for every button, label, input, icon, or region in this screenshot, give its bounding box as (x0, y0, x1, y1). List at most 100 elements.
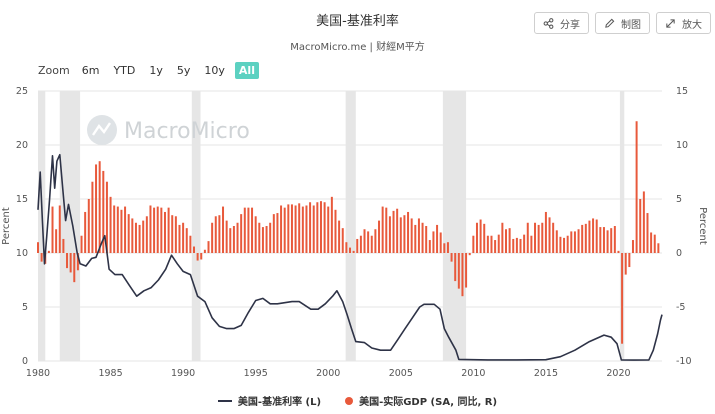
gdp-bar (232, 226, 235, 253)
zoom-10y-button[interactable]: 10y (204, 64, 225, 77)
gdp-bar (156, 206, 159, 253)
chart-subtitle: MacroMicro.me | 财經M平方 (290, 42, 425, 53)
gdp-bar (276, 213, 279, 253)
left-tick-label: 15 (16, 194, 28, 205)
gdp-bar (189, 235, 192, 253)
gdp-bar (47, 250, 50, 253)
gdp-bar (211, 222, 214, 253)
gdp-bar (334, 209, 337, 253)
x-tick-label: 2015 (534, 368, 558, 379)
gdp-bar (653, 234, 656, 253)
gdp-bar (417, 218, 420, 253)
gdp-bar (635, 121, 638, 253)
gdp-bar (349, 247, 351, 253)
gdp-bar (588, 220, 591, 253)
gdp-bar (544, 211, 547, 253)
gdp-bar (465, 253, 468, 288)
gdp-bar (163, 211, 166, 253)
gdp-bar (298, 203, 301, 253)
gdp-bar (399, 217, 402, 253)
gdp-bar (309, 202, 312, 253)
rate-series-line (37, 153, 663, 361)
gdp-bar (290, 204, 293, 253)
gdp-bar (446, 242, 449, 253)
gdp-bar (214, 216, 217, 253)
gdp-bar (624, 253, 627, 275)
gdp-bar (178, 224, 181, 253)
zoom-6m-button[interactable]: 6m (81, 64, 100, 77)
gdp-bar (468, 253, 471, 256)
gdp-bar (76, 253, 79, 271)
zoom-1y-button[interactable]: 1y (149, 64, 163, 77)
zoom-ytd-button[interactable]: YTD (113, 64, 136, 77)
gdp-bar (265, 226, 268, 253)
gdp-bar (73, 253, 76, 283)
right-tick-label: 0 (676, 248, 682, 259)
gdp-bar (566, 235, 569, 253)
gdp-bar (91, 181, 94, 253)
gdp-bar (261, 227, 264, 253)
right-tick-label: 5 (676, 194, 682, 205)
gdp-bar (236, 222, 239, 253)
gdp-bar (312, 205, 315, 253)
x-tick-label: 2005 (389, 368, 413, 379)
gdp-bar (160, 207, 163, 253)
share-button[interactable]: 分享 (534, 12, 589, 34)
gdp-bar (519, 238, 522, 253)
gdp-bar (134, 222, 137, 253)
gdp-bar (251, 207, 254, 253)
gdp-bar (628, 253, 631, 268)
gdp-bar (207, 241, 210, 253)
legend-rate-label: 美国-基准利率 (L) (237, 397, 322, 408)
gdp-bar (552, 222, 555, 253)
gdp-bar (87, 199, 90, 253)
gdp-bar (367, 231, 370, 253)
gdp-bar (526, 222, 529, 253)
gdp-bar (486, 235, 489, 253)
zoom-label: Zoom (38, 64, 70, 77)
gdp-bar (374, 229, 377, 253)
gdp-bar (185, 228, 188, 253)
gdp-bar (392, 210, 395, 253)
image-button[interactable]: 制图 (595, 12, 650, 34)
gdp-bar (457, 253, 460, 289)
gdp-bar (388, 216, 391, 253)
expand-button[interactable]: 放大 (656, 12, 711, 34)
gdp-bar (584, 223, 587, 253)
gdp-bar (421, 222, 424, 253)
image-button-label: 制图 (621, 19, 641, 31)
legend-item-rate[interactable]: 美国-基准利率 (L) (217, 393, 322, 408)
gdp-bar (563, 237, 566, 253)
gdp-bar (595, 219, 598, 253)
gdp-bar (316, 202, 319, 253)
gdp-bar (410, 218, 413, 253)
right-tick-label: -5 (676, 302, 685, 313)
chart-legend: 美国-基准利率 (L) 美国-实际GDP (SA, 同比, R) (0, 393, 715, 408)
gdp-bar (102, 170, 105, 253)
gdp-bar (592, 218, 595, 253)
x-tick-label: 2000 (316, 368, 340, 379)
zoom-5y-button[interactable]: 5y (176, 64, 191, 77)
gdp-bar (548, 217, 551, 253)
gdp-bar (602, 227, 605, 253)
gdp-bar (283, 207, 286, 253)
gdp-bar (269, 222, 272, 253)
gdp-bar (345, 242, 348, 253)
gdp-bar (370, 235, 373, 253)
gdp-bar (218, 215, 221, 253)
gdp-bar (501, 222, 504, 253)
gdp-bar (439, 232, 442, 253)
zoom-all-button[interactable]: All (234, 62, 259, 79)
gdp-bar (378, 220, 381, 253)
pencil-icon (604, 18, 615, 29)
gdp-bar (62, 238, 65, 253)
legend-item-gdp[interactable]: 美国-实际GDP (SA, 同比, R) (345, 393, 497, 408)
gdp-bar (196, 253, 199, 261)
chart-title: 美国-基准利率 (316, 14, 399, 29)
gdp-bar (174, 216, 177, 253)
gdp-bar (610, 228, 613, 253)
gdp-bar (40, 253, 43, 262)
gdp-bar (272, 214, 275, 253)
x-tick-label: 2020 (606, 368, 630, 379)
gdp-bar (363, 229, 366, 253)
